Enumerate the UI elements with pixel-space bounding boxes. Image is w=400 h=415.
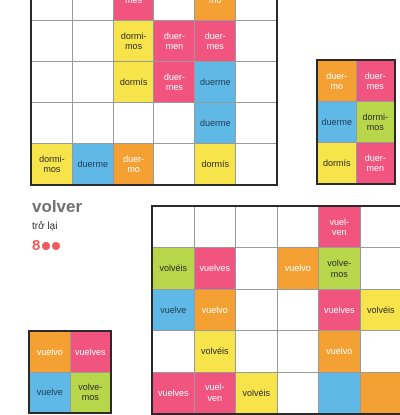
grid-cell [153, 207, 194, 247]
grid-cell: vuel- ven [319, 207, 360, 247]
grid-cell: vuelves [319, 290, 360, 330]
grid-cell [319, 373, 360, 413]
grid-cell [32, 21, 72, 61]
grid-cell [278, 331, 319, 371]
grid-cell [236, 103, 276, 143]
grid-cell: duerme [73, 144, 113, 184]
grid-cell: volvéis [236, 373, 277, 413]
grid-cell: duer- men [154, 21, 194, 61]
verb-title: volver [32, 197, 82, 217]
grid-cell [278, 207, 319, 247]
grid-cell: vuelvo [30, 332, 70, 372]
grid-cell [73, 62, 113, 102]
grid-cell: volvéis [195, 331, 236, 371]
grid-cell: dormi- mos [32, 144, 72, 184]
grid-cell [153, 331, 194, 371]
grid-cell: dormís [195, 144, 235, 184]
grid-cell: dormi- mos [114, 21, 154, 61]
grid-cell: mo [195, 0, 235, 20]
grid-cell [361, 248, 400, 288]
grid-cell: duer- mo [114, 144, 154, 184]
grid-cell: vuelves [195, 248, 236, 288]
level-number: 8 [32, 237, 40, 254]
grid-cell: dormís [318, 143, 356, 183]
grid-cell: duer- mes [357, 61, 395, 101]
grid-cell [154, 144, 194, 184]
grid-cell [361, 207, 400, 247]
grid-cell: volve- mos [71, 373, 111, 413]
grid-cell: vuelve [153, 290, 194, 330]
grid-cell: vuelvo [319, 331, 360, 371]
grid-cell [195, 207, 236, 247]
grid-cell: vuelve [30, 373, 70, 413]
grid-cell: vuelvo [278, 248, 319, 288]
grid-cell [32, 103, 72, 143]
difficulty-dot-icon [52, 242, 60, 250]
difficulty-level: 8 [32, 237, 60, 254]
grid-cell [73, 21, 113, 61]
grid-cell [236, 0, 276, 20]
grid-cell [236, 144, 276, 184]
grid-cell: volve- mos [319, 248, 360, 288]
grid-cell [236, 207, 277, 247]
grid-cell: duer- mo [318, 61, 356, 101]
grid-cell [154, 0, 194, 20]
grid-cell [32, 0, 72, 20]
grid-cell [154, 103, 194, 143]
grid-cell: duer- men [357, 143, 395, 183]
grid-cell [236, 290, 277, 330]
grid-cell: volvéis [361, 290, 400, 330]
grid-cell: vuel- ven [195, 373, 236, 413]
verb-translation: trở lại [32, 221, 57, 232]
grid-cell [278, 290, 319, 330]
grid-cell [361, 331, 400, 371]
grid-cell: vuelvo [195, 290, 236, 330]
grid-cell: duerme [318, 102, 356, 142]
difficulty-dot-icon [42, 242, 50, 250]
grid-cell: vuelves [153, 373, 194, 413]
grid-cell: mes [114, 0, 154, 20]
grid-cell [73, 103, 113, 143]
grid-cell: dormís [114, 62, 154, 102]
grid-cell [236, 248, 277, 288]
grid-cell [278, 373, 319, 413]
grid-cell [236, 62, 276, 102]
grid-cell [114, 103, 154, 143]
grid-cell: duerme [195, 103, 235, 143]
grid-cell: duer- mes [154, 62, 194, 102]
grid-cell: duerme [195, 62, 235, 102]
grid-cell [361, 373, 400, 413]
grid-cell: volvéis [153, 248, 194, 288]
grid-cell [32, 62, 72, 102]
grid-cell [236, 21, 276, 61]
grid-cell: vuelves [71, 332, 111, 372]
grid-cell: duer- mes [195, 21, 235, 61]
grid-cell: dormi- mos [357, 102, 395, 142]
grid-cell [236, 331, 277, 371]
grid-cell [73, 0, 113, 20]
